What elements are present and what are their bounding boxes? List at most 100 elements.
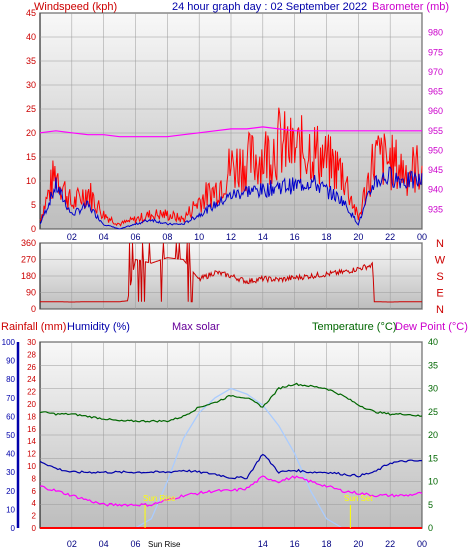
direction-tick-label: 180 xyxy=(21,271,36,281)
rainfall-tick-label: 12 xyxy=(27,450,36,459)
x-tick-label: 00 xyxy=(417,539,427,549)
humidity-axis-title: Humidity (%) xyxy=(67,321,130,333)
sunrise-label: Sun Rise xyxy=(143,494,176,503)
humidity-tick-label: 30 xyxy=(6,468,15,477)
rainfall-tick-label: 2 xyxy=(32,512,37,521)
rainfall-axis-title: Rainfall (mm) xyxy=(1,321,66,333)
humidity-line xyxy=(39,453,423,480)
temperature-tick-label: 30 xyxy=(428,384,438,394)
rainfall-tick-label: 16 xyxy=(27,425,36,434)
dewpoint-line xyxy=(39,475,423,507)
x-tick-label: 08 xyxy=(162,232,172,242)
barometer-tick-label: 955 xyxy=(428,126,443,136)
compass-label: W xyxy=(435,255,446,267)
rainfall-tick-label: 18 xyxy=(27,412,36,421)
temperature-tick-label: 10 xyxy=(428,477,438,487)
windspeed-tick-label: 25 xyxy=(26,104,36,114)
rainfall-tick-label: 28 xyxy=(27,350,36,359)
rainfall-tick-label: 24 xyxy=(27,375,36,384)
temperature-tick-label: 40 xyxy=(428,337,438,347)
humidity-tick-label: 40 xyxy=(6,450,15,459)
windspeed-tick-label: 40 xyxy=(26,32,36,42)
humidity-tick-label: 10 xyxy=(6,505,15,514)
wind-direction-line xyxy=(40,242,422,303)
direction-tick-label: 90 xyxy=(26,288,36,298)
rainfall-tick-label: 6 xyxy=(32,487,37,496)
temperature-line xyxy=(39,382,423,423)
temperature-tick-label: 35 xyxy=(428,360,438,370)
rainfall-tick-label: 4 xyxy=(32,499,37,508)
x-tick-label: 16 xyxy=(290,232,300,242)
x-tick-label: 18 xyxy=(321,232,331,242)
windspeed-line xyxy=(39,107,423,227)
x-tick-label: 06 xyxy=(130,539,140,549)
rainfall-tick-label: 30 xyxy=(27,338,36,347)
x-tick-label: 12 xyxy=(226,232,236,242)
temperature-tick-label: 20 xyxy=(428,430,438,440)
x-tick-label: 00 xyxy=(417,232,427,242)
grid xyxy=(40,12,423,529)
rainfall-tick-label: 8 xyxy=(32,474,37,483)
x-tick-label: 22 xyxy=(385,539,395,549)
compass-label: N xyxy=(436,238,444,250)
direction-tick-label: 0 xyxy=(31,304,36,314)
x-tick-label: 02 xyxy=(67,539,77,549)
temperature-tick-label: 15 xyxy=(428,453,438,463)
temperature-tick-label: 5 xyxy=(428,500,433,510)
x-tick-label: 14 xyxy=(258,539,268,549)
barometer-tick-label: 945 xyxy=(428,165,443,175)
graph-title: 24 hour graph day : 02 September 2022 xyxy=(172,1,367,13)
barometer-tick-label: 940 xyxy=(428,185,443,195)
compass-label: N xyxy=(436,304,444,316)
humidity-tick-label: 80 xyxy=(6,375,15,384)
sunrise-axis-label: Sun Rise xyxy=(148,540,181,549)
windspeed-tick-label: 0 xyxy=(31,224,36,234)
wind-average-line xyxy=(39,166,423,230)
windspeed-tick-label: 20 xyxy=(26,128,36,138)
barometer-tick-label: 960 xyxy=(428,106,443,116)
humidity-tick-label: 20 xyxy=(6,487,15,496)
x-tick-label: 22 xyxy=(385,232,395,242)
windspeed-tick-label: 45 xyxy=(26,8,36,18)
temperature-tick-label: 25 xyxy=(428,407,438,417)
temperature-tick-label: 0 xyxy=(428,523,433,533)
compass-label: S xyxy=(436,271,443,283)
direction-tick-label: 360 xyxy=(21,238,36,248)
rainfall-tick-label: 0 xyxy=(32,524,37,533)
x-tick-label: 16 xyxy=(290,539,300,549)
windspeed-tick-label: 15 xyxy=(26,152,36,162)
humidity-tick-label: 0 xyxy=(11,524,16,533)
windspeed-tick-label: 35 xyxy=(26,56,36,66)
x-tick-label: 14 xyxy=(258,232,268,242)
barometer-tick-label: 950 xyxy=(428,145,443,155)
barometer-tick-label: 970 xyxy=(428,67,443,77)
x-tick-label: 02 xyxy=(67,232,77,242)
x-tick-label: 20 xyxy=(353,232,363,242)
humidity-tick-label: 100 xyxy=(2,338,16,347)
x-tick-label: 04 xyxy=(99,539,109,549)
barometer-line xyxy=(39,126,422,138)
x-tick-label: 10 xyxy=(194,232,204,242)
direction-tick-label: 270 xyxy=(21,255,36,265)
chart-marks xyxy=(16,107,423,529)
barometer-tick-label: 980 xyxy=(428,28,443,38)
humidity-tick-label: 70 xyxy=(6,394,15,403)
windspeed-tick-label: 5 xyxy=(31,200,36,210)
x-tick-label: 04 xyxy=(99,232,109,242)
windspeed-tick-label: 30 xyxy=(26,80,36,90)
humidity-tick-label: 90 xyxy=(6,357,15,366)
windspeed-tick-label: 10 xyxy=(26,176,36,186)
x-tick-label: 20 xyxy=(353,539,363,549)
humidity-tick-label: 50 xyxy=(6,431,15,440)
sunset-label: Sun Set xyxy=(344,494,373,503)
rainfall-tick-label: 22 xyxy=(27,388,36,397)
temperature-axis-title: Temperature (°C) xyxy=(312,321,396,333)
rainfall-tick-label: 20 xyxy=(27,400,36,409)
solar-axis-title: Max solar xyxy=(172,321,220,333)
x-tick-label: 06 xyxy=(130,232,140,242)
humidity-tick-label: 60 xyxy=(6,412,15,421)
windspeed-axis-title: Windspeed (kph) xyxy=(34,1,117,13)
